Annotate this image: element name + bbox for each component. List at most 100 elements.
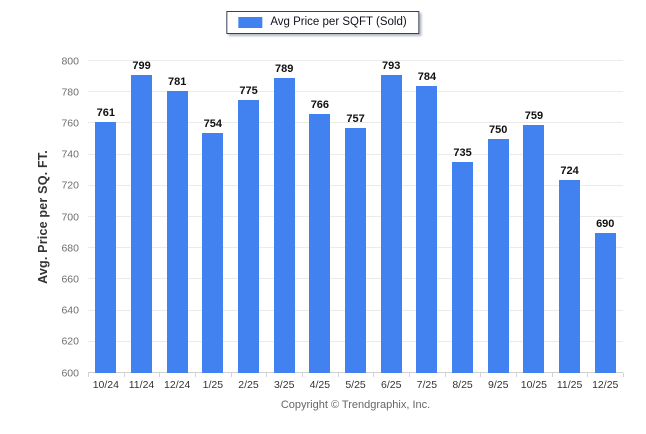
x-axis-tick xyxy=(444,373,446,377)
x-axis-tick-label: 1/25 xyxy=(202,379,224,391)
x-axis-ticks xyxy=(88,373,624,378)
x-axis-tick-label: 5/25 xyxy=(345,379,366,391)
bar-value-label: 789 xyxy=(275,63,294,76)
x-axis-tick xyxy=(337,373,339,377)
bar-slot: 784 xyxy=(409,61,445,373)
x-axis-tick-label: 6/25 xyxy=(380,379,402,391)
y-axis-tick-label: 800 xyxy=(61,54,79,67)
bar-value-label: 750 xyxy=(489,124,508,136)
bar xyxy=(594,232,616,373)
bar-slot: 789 xyxy=(266,61,302,373)
bar-slot: 799 xyxy=(124,61,160,373)
bar-slot: 781 xyxy=(159,61,195,373)
bar-slot: 793 xyxy=(373,61,409,373)
bar-value-label: 754 xyxy=(203,117,223,130)
bar-value-label: 766 xyxy=(310,99,330,112)
copyright-footer: Copyright © Trendgraphix, Inc. xyxy=(280,399,431,411)
bar-value-label: 799 xyxy=(132,60,151,72)
x-axis-tick xyxy=(88,373,89,377)
x-axis-tick-label: 8/25 xyxy=(452,379,473,391)
x-axis-tick-label: 7/25 xyxy=(416,379,438,391)
x-axis-tick-label: 9/25 xyxy=(488,379,509,391)
bar xyxy=(487,139,509,373)
x-axis-tick-label: 10/24 xyxy=(92,379,119,391)
x-axis-tick xyxy=(266,373,268,377)
gridline xyxy=(88,60,623,61)
bar-slot: 766 xyxy=(302,61,338,373)
y-axis-tick-label: 740 xyxy=(61,148,79,161)
bar-slot: 750 xyxy=(480,61,516,373)
x-axis-tick-label: 2/25 xyxy=(238,379,259,391)
bar-value-label: 724 xyxy=(560,164,579,177)
x-axis-tick xyxy=(480,373,482,377)
y-axis-tick-label: 780 xyxy=(61,85,79,98)
bar-slot: 724 xyxy=(552,61,588,373)
x-axis-tick-label: 12/24 xyxy=(164,379,191,391)
bar-slot: 690 xyxy=(587,61,623,373)
y-axis-title: Avg. Price per SQ. FT. xyxy=(25,61,61,373)
bar-value-label: 793 xyxy=(382,60,401,72)
x-tick-labels: 10/24 11/24 12/24 1/25 2/25 3/25 4/25 5/25 6/25 7… xyxy=(88,380,623,391)
plot-area: 600 620 640 660 680 700 720 740 760 780 800 761 799… xyxy=(61,56,624,378)
bar xyxy=(523,124,545,373)
bar-value-label: 757 xyxy=(346,113,365,126)
bar xyxy=(452,162,474,373)
x-axis-tick xyxy=(623,373,624,377)
bar xyxy=(416,85,438,373)
bar-value-label: 759 xyxy=(524,109,544,122)
legend-label: Avg Price per SQFT (Sold) xyxy=(270,16,407,28)
bar xyxy=(131,75,152,373)
x-axis-tick xyxy=(302,373,303,377)
x-axis-tick xyxy=(230,373,232,377)
x-axis-tick-label: 3/25 xyxy=(273,379,295,391)
bar xyxy=(309,114,331,373)
y-axis-tick-label: 700 xyxy=(61,210,79,223)
x-axis-tick-label: 11/25 xyxy=(556,379,583,391)
bar-value-label: 775 xyxy=(239,85,258,97)
x-axis-tick-label: 12/25 xyxy=(592,379,619,391)
bar-slot: 759 xyxy=(516,61,552,373)
bar xyxy=(166,90,188,373)
x-axis-tick-label: 11/24 xyxy=(128,379,155,391)
bar xyxy=(345,128,367,373)
gridline xyxy=(88,122,623,124)
bar xyxy=(559,179,581,373)
x-axis-tick xyxy=(373,373,375,377)
bar xyxy=(238,100,260,373)
legend-swatch xyxy=(238,16,263,28)
x-axis-tick xyxy=(516,373,517,377)
y-axis-tick-label: 640 xyxy=(61,304,79,317)
x-axis-tick-label: 4/25 xyxy=(309,379,331,391)
bar-value-label: 784 xyxy=(417,70,437,83)
x-axis-tick-label: 10/25 xyxy=(520,379,548,391)
y-axis-title-text: Avg. Price per SQ. FT. xyxy=(36,150,50,284)
bars: 761 799 781 754 775 789 766 757 793 784 735 750 759 7… xyxy=(88,61,623,373)
bar-slot: 754 xyxy=(195,61,231,373)
bar-value-label: 735 xyxy=(453,147,472,160)
bar xyxy=(202,132,224,373)
bar-slot: 761 xyxy=(88,61,124,373)
x-axis-tick xyxy=(123,373,125,377)
bar xyxy=(273,78,295,373)
x-axis-tick xyxy=(587,373,589,377)
y-axis-tick-label: 660 xyxy=(61,273,79,286)
x-axis-tick xyxy=(195,373,196,377)
y-axis-tick-label: 600 xyxy=(61,366,79,379)
y-axis-tick-label: 720 xyxy=(61,179,79,192)
x-axis-tick xyxy=(551,373,553,377)
bar-value-label: 690 xyxy=(596,217,615,230)
bar-slot: 757 xyxy=(338,61,374,373)
bar-value-label: 761 xyxy=(96,106,116,119)
y-axis-tick-label: 760 xyxy=(61,117,79,130)
legend: Avg Price per SQFT (Sold) xyxy=(226,11,420,34)
x-axis-tick xyxy=(159,373,161,377)
y-axis-tick-label: 620 xyxy=(61,335,79,348)
y-axis-tick-label: 680 xyxy=(61,241,79,254)
bar xyxy=(95,121,117,373)
gridline xyxy=(88,91,623,93)
bar-slot: 775 xyxy=(231,61,267,373)
bar xyxy=(380,75,402,373)
bar-value-label: 781 xyxy=(168,75,187,88)
x-axis-tick xyxy=(409,373,410,377)
bar-slot: 735 xyxy=(445,61,481,373)
